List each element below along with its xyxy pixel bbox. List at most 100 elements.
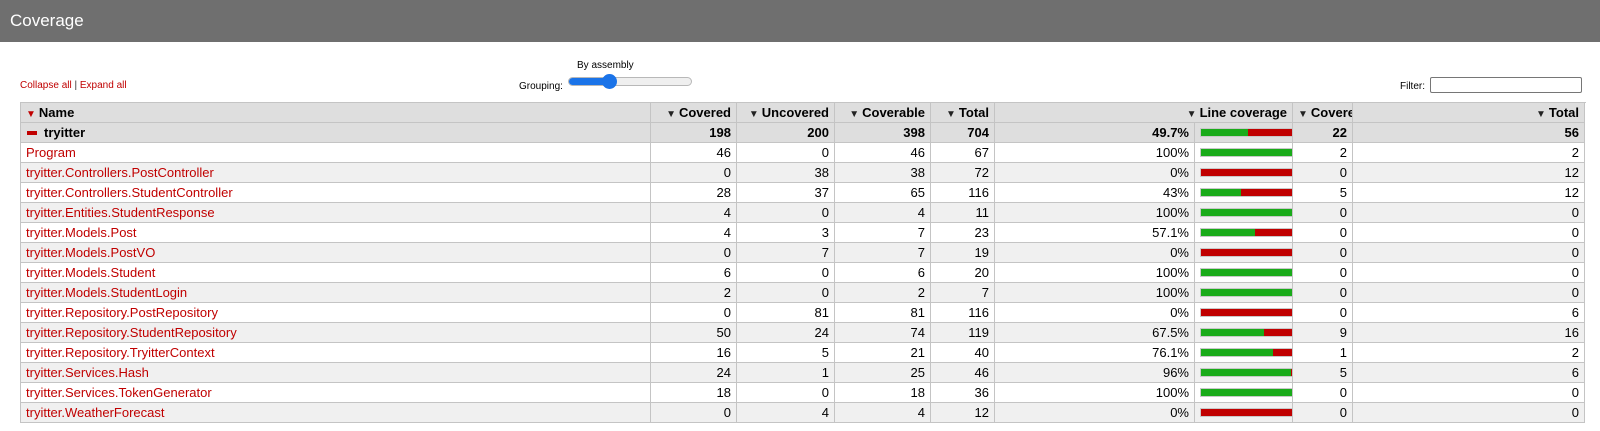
table-row: tryitter.Models.PostVO 0 7 7 19 0% 0 0: [20, 242, 1585, 263]
grouping-slider-thumb[interactable]: [602, 74, 618, 89]
table-row: tryitter.Models.Student 6 0 6 20 100% 0 0: [20, 262, 1585, 283]
table-row: tryitter.Controllers.PostController 0 38 38…: [20, 162, 1585, 183]
branch-total-cell: 12: [1352, 162, 1585, 183]
line-coverage-bar-cell: [1194, 382, 1293, 403]
assembly-branch-covered: 22: [1292, 122, 1353, 143]
sort-total-header[interactable]: ▼ Total: [930, 102, 995, 123]
uncovered-cell: 1: [736, 362, 835, 383]
class-name-cell: tryitter.Repository.TryitterContext: [20, 342, 651, 363]
sort-covered-header[interactable]: ▼ Covered: [650, 102, 737, 123]
uncovered-segment: [1247, 129, 1292, 136]
class-link[interactable]: tryitter.Models.StudentLogin: [26, 285, 188, 300]
branch-covered-cell: 0: [1292, 162, 1353, 183]
sort-name-header[interactable]: ▼ Name: [20, 102, 651, 123]
branch-covered-cell: 0: [1292, 382, 1353, 403]
line-coverage-bar-cell: [1194, 282, 1293, 303]
line-coverage-pct: 0%: [994, 242, 1195, 263]
assembly-name-cell[interactable]: tryitter: [20, 122, 651, 143]
branch-covered-cell: 0: [1292, 222, 1353, 243]
total-cell: 7: [930, 282, 995, 303]
class-link[interactable]: tryitter.Models.Student: [26, 265, 156, 280]
header-label: Uncovered: [761, 105, 829, 120]
class-link[interactable]: tryitter.Repository.StudentRepository: [26, 325, 237, 340]
class-link[interactable]: tryitter.WeatherForecast: [26, 405, 165, 420]
sort-branch-covered-header[interactable]: ▼Covered: [1292, 102, 1353, 123]
uncovered-cell: 24: [736, 322, 835, 343]
uncovered-segment: [1272, 349, 1292, 356]
line-coverage-bar: [1200, 308, 1292, 317]
line-coverage-bar-cell: [1194, 342, 1293, 363]
expand-all-link[interactable]: Expand all: [79, 80, 127, 91]
sort-coverable-header[interactable]: ▼ Coverable: [834, 102, 931, 123]
total-cell: 36: [930, 382, 995, 403]
line-coverage-bar-cell: [1194, 302, 1293, 323]
uncovered-segment: [1264, 329, 1292, 336]
class-name-cell: tryitter.Services.Hash: [20, 362, 651, 383]
line-coverage-bar: [1200, 188, 1292, 197]
class-link[interactable]: tryitter.Models.Post: [26, 225, 137, 240]
coverable-cell: 4: [834, 202, 931, 223]
covered-cell: 16: [650, 342, 737, 363]
branch-covered-cell: 1: [1292, 342, 1353, 363]
toolbar: Collapse all | Expand all By assembly Gr…: [0, 42, 1600, 100]
sort-uncovered-header[interactable]: ▼ Uncovered: [736, 102, 835, 123]
total-cell: 12: [930, 402, 995, 423]
branch-covered-cell: 5: [1292, 362, 1353, 383]
table-row: tryitter.Models.StudentLogin 2 0 2 7 100% 0 0: [20, 282, 1585, 303]
class-name-cell: tryitter.Repository.PostRepository: [20, 302, 651, 323]
header-label: Total: [1548, 105, 1579, 120]
branch-total-cell: 2: [1352, 342, 1585, 363]
branch-total-cell: 2: [1352, 142, 1585, 163]
sort-branch-total-header[interactable]: ▼ Total: [1352, 102, 1585, 123]
table-row: tryitter.Repository.PostRepository 0 81 81 1…: [20, 302, 1585, 323]
class-link[interactable]: tryitter.Controllers.PostController: [26, 165, 214, 180]
total-cell: 19: [930, 242, 995, 263]
class-link[interactable]: tryitter.Models.PostVO: [26, 245, 156, 260]
line-coverage-bar-cell: [1194, 162, 1293, 183]
branch-covered-cell: 0: [1292, 402, 1353, 423]
uncovered-segment: [1201, 249, 1292, 256]
branch-covered-cell: 5: [1292, 182, 1353, 203]
grouping-slider[interactable]: [568, 74, 692, 89]
covered-cell: 18: [650, 382, 737, 403]
class-link[interactable]: tryitter.Entities.StudentResponse: [26, 205, 215, 220]
collapse-all-link[interactable]: Collapse all: [20, 80, 72, 91]
line-coverage-bar: [1200, 288, 1292, 297]
class-link[interactable]: tryitter.Repository.PostRepository: [26, 305, 218, 320]
line-coverage-bar: [1200, 248, 1292, 257]
line-coverage-pct: 57.1%: [994, 222, 1195, 243]
covered-cell: 4: [650, 202, 737, 223]
class-link[interactable]: tryitter.Services.Hash: [26, 365, 149, 380]
sort-line-coverage-header[interactable]: ▼ Line coverage: [994, 102, 1293, 123]
class-link[interactable]: tryitter.Services.TokenGenerator: [26, 385, 212, 400]
class-link[interactable]: tryitter.Repository.TryitterContext: [26, 345, 215, 360]
branch-covered-cell: 0: [1292, 262, 1353, 283]
covered-segment: [1201, 369, 1292, 376]
total-cell: 67: [930, 142, 995, 163]
class-link[interactable]: tryitter.Controllers.StudentController: [26, 185, 233, 200]
assembly-coverable: 398: [834, 122, 931, 143]
class-link[interactable]: Program: [26, 145, 76, 160]
line-coverage-pct: 67.5%: [994, 322, 1195, 343]
line-coverage-bar: [1200, 368, 1292, 377]
minus-icon[interactable]: [27, 130, 37, 135]
branch-covered-cell: 0: [1292, 202, 1353, 223]
class-name-cell: tryitter.Entities.StudentResponse: [20, 202, 651, 223]
branch-covered-cell: 2: [1292, 142, 1353, 163]
assembly-name: tryitter: [44, 125, 86, 140]
class-name-cell: tryitter.Services.TokenGenerator: [20, 382, 651, 403]
coverable-cell: 46: [834, 142, 931, 163]
uncovered-cell: 0: [736, 142, 835, 163]
branch-total-cell: 0: [1352, 242, 1585, 263]
branch-covered-cell: 0: [1292, 242, 1353, 263]
assembly-row[interactable]: tryitter 198 200 398 704 49.7% 22 56 39.…: [20, 122, 1585, 143]
uncovered-segment: [1254, 229, 1292, 236]
filter-input[interactable]: [1430, 77, 1582, 93]
coverable-cell: 2: [834, 282, 931, 303]
header-label: Coverable: [862, 105, 925, 120]
filter-label: Filter:: [1400, 81, 1425, 92]
coverable-cell: 81: [834, 302, 931, 323]
branch-total-cell: 0: [1352, 402, 1585, 423]
uncovered-segment: [1201, 409, 1292, 416]
covered-cell: 28: [650, 182, 737, 203]
